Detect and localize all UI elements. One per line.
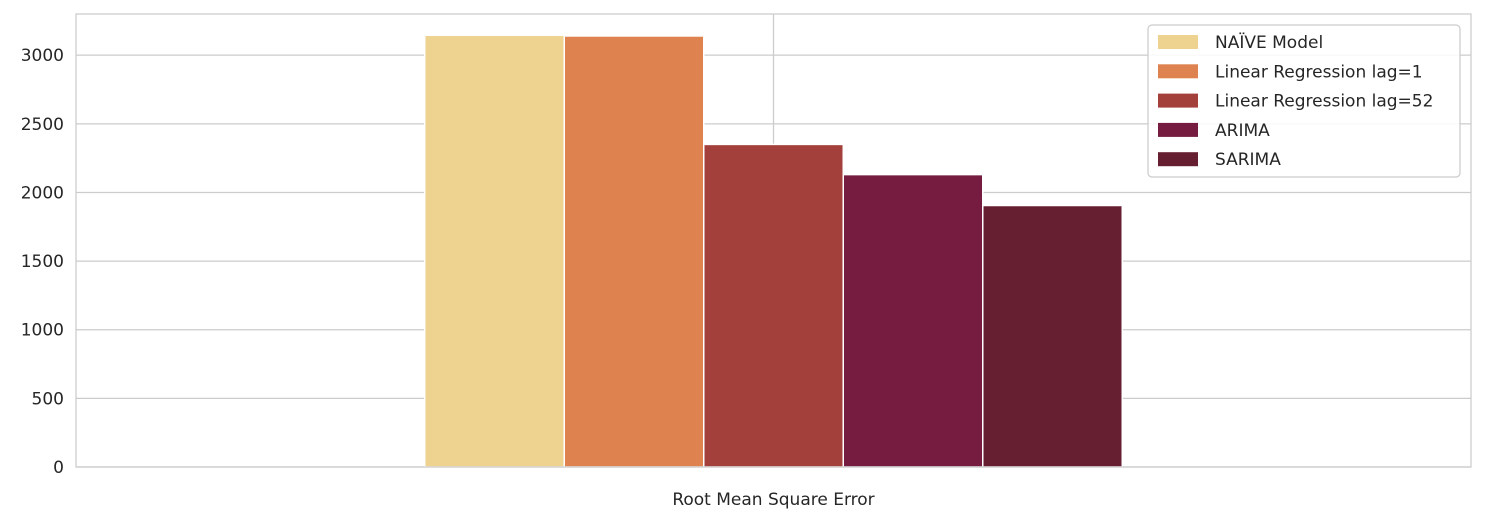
y-tick-label: 500 — [32, 389, 64, 409]
bar-1 — [424, 34, 565, 468]
legend-box — [1147, 24, 1461, 178]
bar-2 — [563, 35, 705, 468]
y-tick-label: 1500 — [21, 252, 64, 272]
legend-swatch — [1158, 35, 1198, 49]
bar-5 — [982, 204, 1123, 468]
legend-swatch — [1158, 152, 1198, 167]
legend-label: NAÏVE Model — [1215, 32, 1323, 53]
y-tick-label: 2500 — [21, 115, 64, 135]
bar-4 — [842, 173, 984, 468]
legend-label: SARIMA — [1215, 150, 1281, 170]
legend: NAÏVE Model Linear Regression lag=1 Linear… — [1147, 24, 1461, 178]
x-axis: Root Mean Square Error — [672, 490, 874, 510]
legend-swatch — [1158, 64, 1198, 79]
bar-3 — [703, 143, 844, 468]
bars — [424, 34, 1123, 468]
legend-label: ARIMA — [1215, 121, 1270, 141]
plot-frame — [75, 13, 1472, 468]
y-axis: 0 500 1000 1500 2000 2500 3000 — [21, 46, 64, 478]
legend-swatch — [1158, 93, 1198, 108]
legend-label: Linear Regression lag=52 — [1215, 92, 1433, 112]
y-tick-label: 1000 — [21, 321, 64, 341]
legend-swatch — [1158, 122, 1198, 137]
x-tick-label: Root Mean Square Error — [672, 490, 874, 510]
y-tick-label: 0 — [53, 458, 64, 478]
y-tick-label: 3000 — [21, 46, 64, 66]
y-tick-label: 2000 — [21, 183, 64, 203]
legend-label: Linear Regression lag=1 — [1215, 62, 1423, 82]
